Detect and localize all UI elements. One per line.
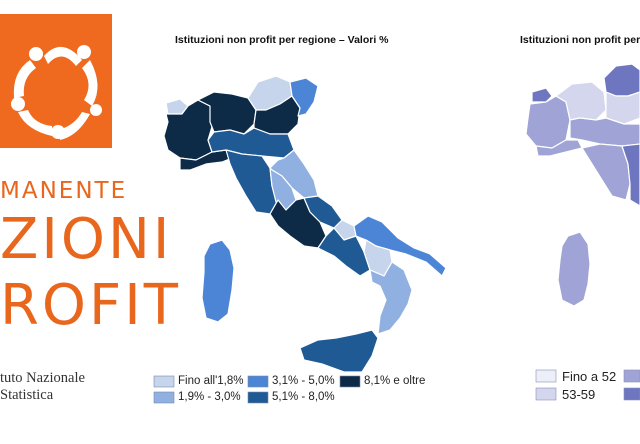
legend1-label-2: 1,9% - 3,0% — [178, 391, 241, 403]
people-ring-icon — [11, 45, 102, 140]
legend1-label-5: 8,1% e oltre — [364, 375, 426, 387]
region-marche — [269, 149, 319, 199]
region-trentino-2 — [603, 63, 640, 97]
region-toscana-2 — [581, 143, 631, 201]
region-veneto-2 — [605, 91, 640, 125]
map1-italy — [163, 75, 447, 373]
map2-italy — [525, 63, 640, 307]
istat-logo: tuto Nazionale Statistica — [0, 370, 85, 404]
map2-title: Istituzioni non profit per re — [520, 34, 640, 46]
legend1-label-4: 5,1% - 8,0% — [272, 391, 335, 403]
legend2-label-2: 53-59 — [562, 387, 596, 402]
region-sardegna — [201, 239, 235, 323]
region-lombardia — [197, 91, 257, 135]
legend2-swatch-4 — [623, 387, 640, 401]
legend1-swatch-3 — [247, 375, 269, 388]
map1-title: Istituzioni non profit per regione – Val… — [175, 34, 389, 46]
region-lombardia-2 — [555, 81, 607, 121]
region-emilia-romagna-2 — [569, 117, 640, 147]
logo-word-nonprofit: ROFIT — [0, 273, 181, 338]
legend2-swatch-3 — [623, 369, 640, 383]
legend1-label-3: 3,1% - 5,0% — [272, 375, 335, 387]
region-sicilia — [299, 329, 379, 373]
region-valle-daosta-2 — [531, 87, 553, 103]
istat-line1: tuto Nazionale — [0, 370, 85, 386]
legend1-swatch-2 — [153, 391, 175, 404]
region-piemonte-2 — [525, 95, 571, 149]
legend2-label-1: Fino a 52 — [562, 369, 617, 384]
censimento-logo — [0, 14, 112, 148]
legend2-swatch-2 — [535, 387, 557, 401]
legend1-swatch-1 — [153, 375, 175, 388]
region-calabria — [369, 261, 413, 335]
istat-line2: Statistica — [0, 387, 54, 403]
logo-word-istituzioni: ZIONI — [0, 207, 173, 272]
legend1-swatch-5 — [339, 375, 361, 388]
region-friuli-venezia-giulia — [289, 77, 319, 117]
region-marche-umbria-2 — [621, 143, 640, 207]
map1-legend — [153, 375, 361, 404]
map2-legend — [535, 369, 640, 401]
legend1-label-1: Fino all'1,8% — [178, 375, 244, 387]
region-veneto — [253, 95, 301, 135]
region-liguria — [179, 149, 233, 171]
region-toscana — [225, 149, 279, 215]
region-sardegna-2 — [557, 231, 591, 307]
legend2-swatch-1 — [535, 369, 557, 383]
legend1-swatch-4 — [247, 391, 269, 404]
logo-tagline: MANENTE — [0, 178, 128, 204]
